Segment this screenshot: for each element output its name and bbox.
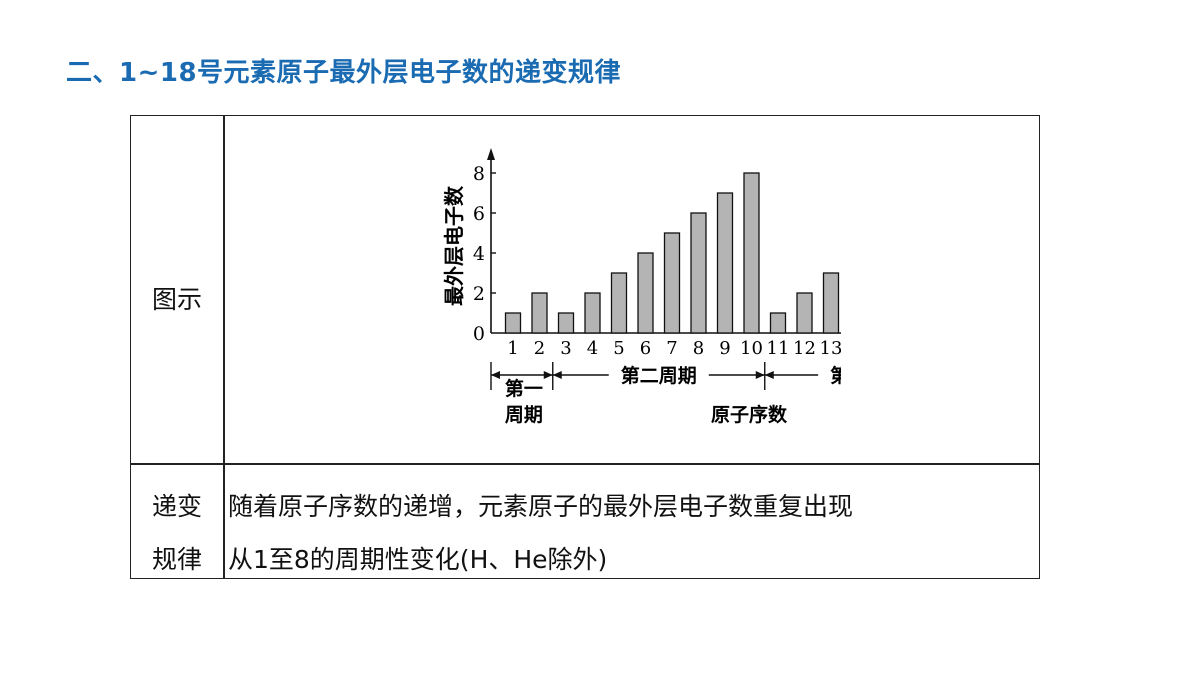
bar <box>743 172 760 334</box>
y-axis-title: 最外层电子数 <box>442 185 466 306</box>
row-label-rule-line2: 规律 <box>151 545 202 574</box>
summary-table: 图示 02468最外层电子数12345678910111213141516171… <box>130 115 1040 579</box>
x-tick-label: 4 <box>587 338 598 359</box>
period-1-label-line1: 第一 <box>505 377 543 400</box>
bar <box>531 292 548 334</box>
bar <box>769 312 787 334</box>
y-tick-label: 8 <box>473 163 485 185</box>
x-tick-label: 3 <box>560 338 571 359</box>
period-arrowhead <box>543 371 553 379</box>
bar <box>637 252 654 334</box>
x-tick-label: 10 <box>740 338 763 359</box>
period-arrowhead <box>764 371 774 379</box>
electron-bar-chart: 02468最外层电子数123456789101112131415161718第一… <box>442 148 841 426</box>
bar <box>716 192 734 334</box>
bar <box>690 212 707 334</box>
rule-description: 随着原子序数的递增，元素原子的最外层电子数重复出现 从1至8的周期性变化(H、H… <box>228 480 1033 586</box>
table-row-divider <box>131 463 1039 465</box>
bar <box>584 292 601 334</box>
x-tick-label: 9 <box>719 338 730 359</box>
rule-line-1: 随着原子序数的递增，元素原子的最外层电子数重复出现 <box>228 492 854 521</box>
x-tick-label: 7 <box>666 338 677 359</box>
period-arrowhead <box>552 371 562 379</box>
x-tick-label: 1 <box>507 338 518 359</box>
x-tick-label: 6 <box>640 338 651 359</box>
x-tick-label: 12 <box>793 338 816 359</box>
period-2-label: 第二周期 <box>621 364 697 387</box>
period-3-label: 第三周期 <box>830 364 841 387</box>
period-arrowhead <box>491 371 500 379</box>
bar <box>610 272 628 334</box>
y-tick-label: 0 <box>473 323 485 345</box>
row-label-rule: 递变 规律 <box>131 480 223 586</box>
y-tick-label: 6 <box>473 203 485 225</box>
bar <box>796 292 813 334</box>
bar <box>663 232 681 334</box>
bar <box>557 312 575 334</box>
x-tick-label: 2 <box>534 338 545 359</box>
y-axis-arrow <box>487 148 495 160</box>
rule-line-2: 从1至8的周期性变化(H、He除外) <box>228 545 608 574</box>
row-label-figure: 图示 <box>151 285 202 314</box>
x-tick-label: 5 <box>613 338 624 359</box>
period-1-label-line2: 周期 <box>505 404 543 426</box>
page-heading: 二、1~18号元素原子最外层电子数的递变规律 <box>66 58 622 88</box>
x-axis-title: 原子序数 <box>711 403 788 426</box>
period-arrowhead <box>755 371 765 379</box>
x-tick-label: 11 <box>767 338 790 359</box>
bar <box>822 272 840 334</box>
x-tick-label: 8 <box>693 338 704 359</box>
y-tick-label: 2 <box>473 283 485 305</box>
y-tick-label: 4 <box>473 243 485 265</box>
bar <box>504 312 522 334</box>
table-column-divider <box>223 116 225 578</box>
row-label-rule-line1: 递变 <box>151 492 202 521</box>
x-tick-label: 13 <box>820 338 841 359</box>
